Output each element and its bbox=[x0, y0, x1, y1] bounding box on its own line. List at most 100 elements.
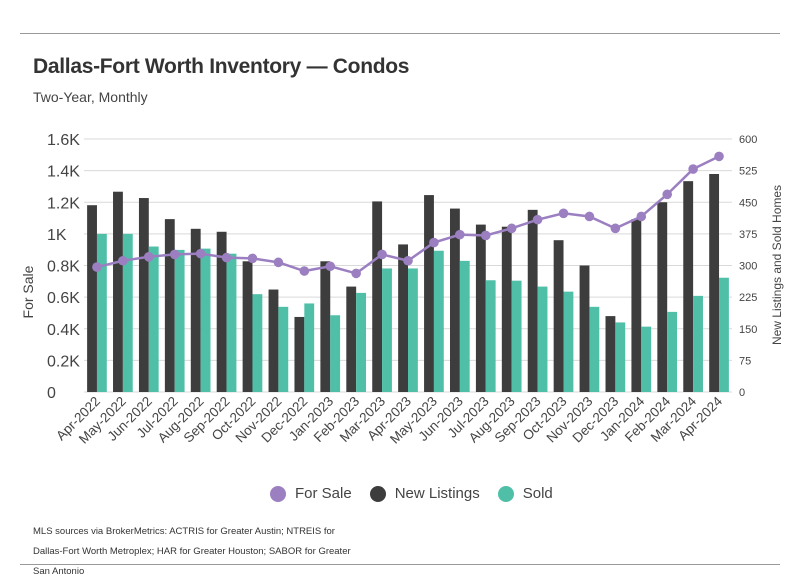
y2-tick-label: 150 bbox=[739, 324, 757, 336]
y2-tick-label: 225 bbox=[739, 292, 757, 304]
sold-bar bbox=[485, 280, 496, 392]
for-sale-point bbox=[195, 248, 206, 259]
sold-bar bbox=[667, 311, 678, 392]
y2-tick-label: 300 bbox=[739, 261, 757, 273]
new-listings-bar bbox=[242, 261, 253, 392]
sold-bar bbox=[641, 326, 652, 392]
for-sale-swatch-icon bbox=[270, 485, 286, 502]
new-listings-bar bbox=[190, 228, 201, 392]
new-listings-bar bbox=[294, 316, 305, 392]
y-tick-label: 0.4K bbox=[47, 322, 80, 339]
sold-bar bbox=[330, 315, 341, 392]
for-sale-point bbox=[480, 230, 491, 241]
for-sale-point bbox=[403, 255, 413, 266]
new-listings-swatch-icon bbox=[369, 485, 386, 502]
y-tick-label: 0.2K bbox=[47, 353, 80, 370]
for-sale-point bbox=[247, 253, 258, 264]
new-listings-bar bbox=[268, 289, 279, 392]
for-sale-point bbox=[429, 237, 439, 248]
sold-bar bbox=[278, 306, 289, 392]
legend-item-new-listings[interactable]: New Listings bbox=[369, 485, 480, 502]
y-tick-label: 0.8K bbox=[47, 259, 80, 276]
new-listings-bar bbox=[216, 231, 227, 392]
new-listings-bar bbox=[501, 226, 512, 392]
for-sale-line bbox=[92, 151, 724, 279]
for-sale-point bbox=[221, 252, 232, 263]
new-listings-bar bbox=[475, 224, 486, 392]
new-listings-bar bbox=[320, 261, 331, 392]
left-axis-label: For Sale bbox=[20, 265, 36, 318]
sold-bar bbox=[615, 322, 626, 392]
for-sale-point bbox=[144, 252, 154, 262]
sold-bar bbox=[304, 303, 315, 392]
y-tick-label: 1.2K bbox=[47, 195, 80, 212]
legend-label-sold: Sold bbox=[522, 485, 553, 502]
new-listings-bar bbox=[449, 208, 460, 392]
new-listings-bar bbox=[709, 173, 720, 392]
sold-bar bbox=[252, 294, 263, 392]
legend-label-new-listings: New Listings bbox=[394, 485, 480, 502]
sold-bar bbox=[589, 306, 600, 392]
for-sale-point bbox=[558, 208, 569, 219]
for-sale-point bbox=[714, 151, 724, 162]
for-sale-point bbox=[351, 268, 361, 279]
legend: For Sale New Listings Sold bbox=[270, 485, 571, 502]
for-sale-point bbox=[455, 229, 465, 240]
sold-bar bbox=[96, 233, 107, 392]
new-listings-bar bbox=[527, 209, 538, 392]
y2-tick-label: 600 bbox=[739, 134, 757, 146]
for-sale-point bbox=[688, 164, 698, 174]
y2-tick-label: 75 bbox=[739, 355, 751, 367]
new-listings-bar bbox=[346, 286, 357, 392]
for-sale-point bbox=[662, 189, 672, 200]
for-sale-point bbox=[92, 262, 102, 272]
new-listings-bar bbox=[87, 205, 97, 392]
sold-bar bbox=[511, 280, 522, 392]
sold-bar bbox=[148, 246, 159, 392]
new-listings-bar bbox=[138, 198, 149, 392]
sold-bar bbox=[356, 292, 367, 392]
right-axis-label: New Listings and Sold Homes bbox=[770, 185, 784, 345]
y-tick-label: 1K bbox=[47, 227, 67, 244]
for-sale-point bbox=[584, 211, 595, 222]
new-listings-bar bbox=[164, 219, 175, 392]
legend-item-sold[interactable]: Sold bbox=[497, 485, 553, 502]
y-tick-label: 1.4K bbox=[47, 164, 80, 181]
for-sale-point bbox=[532, 214, 543, 225]
for-sale-point bbox=[118, 255, 128, 266]
for-sale-point bbox=[610, 223, 621, 234]
new-listings-bar bbox=[605, 316, 616, 392]
legend-item-for-sale[interactable]: For Sale bbox=[270, 485, 352, 502]
legend-label-for-sale: For Sale bbox=[295, 485, 352, 502]
for-sale-point bbox=[506, 223, 517, 234]
sold-bar bbox=[226, 253, 237, 392]
new-listings-bar bbox=[424, 195, 434, 392]
sold-bar bbox=[563, 291, 574, 392]
new-listings-bar bbox=[579, 265, 590, 392]
for-sale-point bbox=[636, 211, 647, 222]
source-note: MLS sources via BrokerMetrics: ACTRIS fo… bbox=[33, 526, 351, 577]
new-listings-bar bbox=[631, 219, 642, 392]
y2-tick-label: 375 bbox=[739, 229, 757, 241]
top-rule bbox=[20, 33, 780, 34]
new-listings-bar bbox=[372, 201, 383, 392]
y-tick-label: 1.6K bbox=[47, 132, 80, 149]
sold-bar bbox=[693, 295, 703, 392]
sold-bar bbox=[719, 277, 729, 392]
sold-bar bbox=[459, 260, 470, 392]
x-axis-ticks: Apr-2022May-2022Jun-2022Jul-2022Aug-2022… bbox=[53, 393, 725, 446]
new-listings-bar bbox=[683, 181, 694, 392]
chart: 0 0.2K 0.4K 0.6K 0.8K 1K 1.2K 1.4K 1.6K 0 75 150 22… bbox=[20, 132, 784, 447]
left-axis-ticks: 0 0.2K 0.4K 0.6K 0.8K 1K 1.2K 1.4K 1.6K bbox=[47, 132, 80, 402]
sold-bar bbox=[433, 250, 444, 392]
for-sale-point bbox=[377, 249, 387, 260]
for-sale-point bbox=[273, 257, 284, 268]
new-listings-bar bbox=[657, 202, 668, 392]
sold-bar bbox=[537, 286, 548, 392]
for-sale-point bbox=[299, 266, 310, 276]
y2-tick-label: 450 bbox=[739, 197, 757, 209]
right-axis-ticks: 0 75 150 225 300 375 450 525 600 bbox=[739, 134, 757, 399]
bottom-rule bbox=[20, 564, 780, 565]
for-sale-point bbox=[169, 249, 180, 260]
new-listings-bar bbox=[113, 191, 123, 392]
